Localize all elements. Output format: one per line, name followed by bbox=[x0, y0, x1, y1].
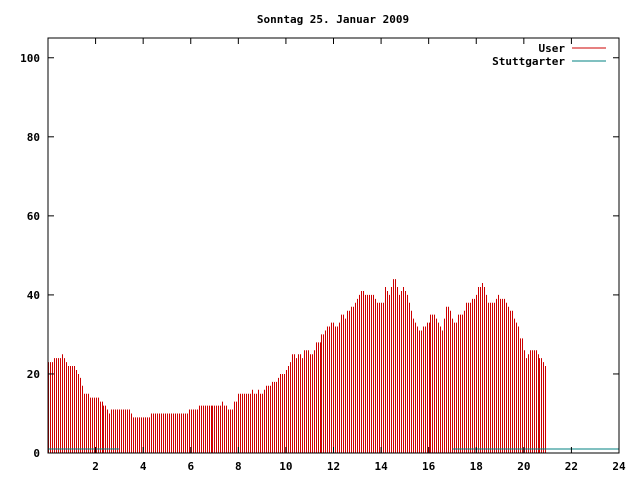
axis-ticks bbox=[48, 38, 620, 454]
x-tick-label-6: 6 bbox=[187, 460, 194, 473]
y-tick-label-40: 40 bbox=[27, 289, 40, 302]
x-tick-label-16: 16 bbox=[422, 460, 436, 473]
x-tick-label-24: 24 bbox=[612, 460, 626, 473]
y-tick-label-20: 20 bbox=[27, 368, 40, 381]
x-tick-label-4: 4 bbox=[140, 460, 147, 473]
x-tick-label-8: 8 bbox=[235, 460, 242, 473]
legend-label-stuttgarter: Stuttgarter bbox=[492, 55, 565, 68]
y-tick-label-100: 100 bbox=[20, 52, 40, 65]
y-tick-label-80: 80 bbox=[27, 131, 40, 144]
series-layer bbox=[48, 279, 619, 453]
y-tick-label-0: 0 bbox=[33, 447, 40, 460]
x-tick-label-14: 14 bbox=[374, 460, 388, 473]
y-tick-label-60: 60 bbox=[27, 210, 40, 223]
x-tick-label-12: 12 bbox=[327, 460, 340, 473]
x-tick-label-10: 10 bbox=[279, 460, 292, 473]
x-tick-label-22: 22 bbox=[565, 460, 578, 473]
x-tick-label-2: 2 bbox=[92, 460, 99, 473]
x-tick-label-20: 20 bbox=[517, 460, 530, 473]
legend: User Stuttgarter bbox=[492, 42, 606, 68]
chart-title: Sonntag 25. Januar 2009 bbox=[257, 13, 409, 26]
x-tick-label-18: 18 bbox=[470, 460, 483, 473]
legend-label-user: User bbox=[539, 42, 566, 55]
